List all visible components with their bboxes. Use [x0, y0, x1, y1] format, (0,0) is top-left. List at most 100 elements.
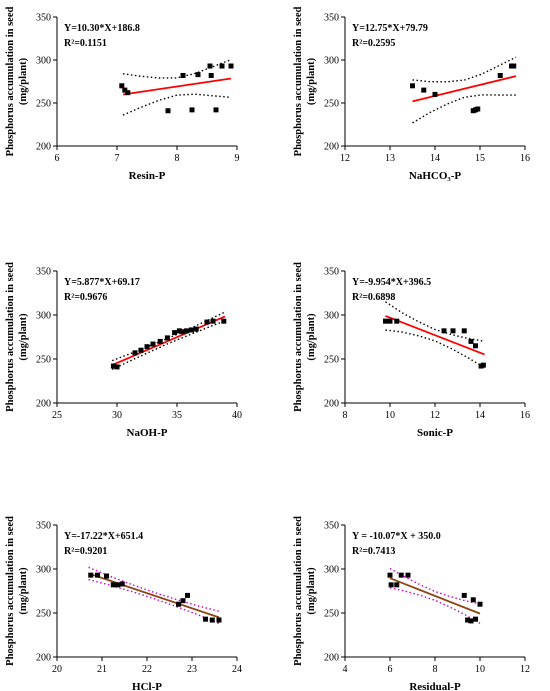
y-axis-label: Phosphorus accumulation in seed (mg/plant… — [293, 262, 317, 412]
y-tick-label: 300 — [36, 565, 51, 576]
data-point — [180, 72, 186, 78]
ci-lower-band — [389, 587, 481, 624]
data-point — [511, 63, 517, 69]
data-point — [165, 108, 171, 114]
y-axis-label: Phosphorus accumulation in seed (mg/plant… — [5, 262, 29, 412]
x-tick-label: 14 — [475, 410, 485, 421]
y-tick-label: 300 — [36, 56, 51, 67]
y-tick-label: 200 — [324, 399, 339, 410]
data-point — [88, 572, 94, 578]
data-point — [204, 319, 210, 325]
x-tick-label: 8 — [433, 664, 438, 675]
y-axis-label-line2: (mg/plant) — [18, 313, 29, 361]
x-tick-label: 6 — [388, 664, 393, 675]
y-tick-label: 300 — [324, 311, 339, 322]
data-point — [176, 328, 182, 334]
r-squared-label: R²=0.1151 — [64, 38, 107, 49]
data-point — [176, 601, 181, 607]
data-point — [157, 338, 163, 344]
data-point — [180, 329, 186, 335]
x-axis-label: Resin-P — [129, 170, 166, 182]
x-tick-label: 30 — [112, 410, 122, 421]
data-point — [410, 83, 415, 89]
x-tick-label: 21 — [97, 664, 107, 675]
y-tick-label: 350 — [324, 521, 339, 532]
data-point — [203, 616, 208, 622]
y-tick-label: 250 — [324, 355, 339, 366]
x-axis-label: HCl-P — [132, 681, 162, 691]
regression-line — [88, 572, 220, 619]
x-tick-label: 15 — [475, 153, 485, 164]
r-squared-label: R²=0.7413 — [352, 546, 395, 557]
x-tick-label: 40 — [232, 410, 242, 421]
y-tick-label: 200 — [324, 653, 339, 664]
x-tick-label: 8 — [343, 410, 348, 421]
data-point — [132, 350, 138, 356]
y-axis-label-line2: (mg/plant) — [306, 57, 317, 105]
data-point — [210, 318, 216, 324]
y-axis-label: Phosphorus accumulation in seed (mg/plant… — [5, 7, 29, 157]
data-point — [184, 328, 190, 334]
chart-panel-6: 200 250 300 350 4 6 8 10 12 Residual-P Phosphorus … — [293, 516, 530, 691]
data-point — [475, 106, 481, 112]
y-tick-label: 300 — [324, 56, 339, 67]
regression-line — [412, 75, 517, 103]
regression-equation: Y=12.75*X+79.79 — [352, 23, 428, 34]
y-tick-label: 350 — [36, 267, 51, 278]
data-point — [228, 63, 234, 69]
data-point — [125, 90, 131, 96]
x-axis-label: Sonic-P — [417, 427, 453, 439]
chart-panel-1: 200 250 300 350 6 7 8 9 Resin-P Phosphorus accumu… — [5, 7, 240, 182]
r-squared-label: R²=0.6898 — [352, 292, 395, 303]
x-axis-label: Residual-P — [409, 681, 461, 691]
data-point — [110, 363, 116, 369]
data-point — [387, 318, 393, 324]
y-tick-label: 250 — [36, 355, 51, 366]
y-axis-label-line1: Phosphorus accumulation in seed — [293, 516, 304, 666]
data-point — [164, 335, 170, 341]
data-point — [114, 364, 120, 370]
data-point — [216, 617, 222, 623]
regression-line — [389, 577, 481, 615]
data-point — [208, 72, 214, 78]
regression-equation: Y=10.30*X+186.8 — [64, 23, 140, 34]
data-point — [172, 330, 178, 336]
data-point — [104, 573, 109, 579]
data-point — [150, 341, 156, 347]
data-point — [394, 318, 400, 324]
data-point — [138, 347, 144, 353]
ci-upper-band — [389, 567, 481, 605]
data-point — [480, 362, 486, 368]
y-tick-label: 350 — [324, 267, 339, 278]
ci-lower-band — [412, 94, 517, 124]
y-tick-label: 250 — [324, 609, 339, 620]
data-point — [388, 582, 394, 588]
data-point — [95, 572, 100, 578]
y-axis-label-line1: Phosphorus accumulation in seed — [5, 262, 16, 412]
regression-equation: Y=5.877*X+69.17 — [64, 277, 140, 288]
data-point — [122, 87, 128, 93]
y-tick-label: 350 — [324, 13, 339, 24]
data-point — [207, 63, 213, 69]
x-tick-label: 6 — [55, 153, 60, 164]
x-tick-label: 12 — [520, 664, 530, 675]
ci-lower-band — [111, 320, 226, 371]
data-point — [110, 582, 116, 588]
x-tick-label: 16 — [520, 153, 530, 164]
regression-line — [385, 315, 485, 356]
chart-panel-4: 200 250 300 350 8 10 12 14 16 Sonic-P Phosphorus a… — [293, 262, 530, 439]
y-tick-label: 350 — [36, 13, 51, 24]
data-point — [473, 616, 478, 622]
y-axis-label-line1: Phosphorus accumulation in seed — [5, 516, 16, 666]
data-point — [468, 618, 474, 624]
data-point — [387, 572, 393, 578]
y-tick-label: 200 — [36, 399, 51, 410]
x-tick-label: 10 — [475, 664, 485, 675]
data-point — [119, 581, 125, 587]
ci-upper-band — [385, 301, 485, 342]
x-tick-label: 10 — [385, 410, 395, 421]
chart-panel-2: 200 250 300 350 12 13 14 15 16 NaHCO₃-P Phosphorus… — [293, 7, 530, 182]
x-tick-label: 16 — [520, 410, 530, 421]
y-axis-label-line2: (mg/plant) — [306, 567, 317, 615]
